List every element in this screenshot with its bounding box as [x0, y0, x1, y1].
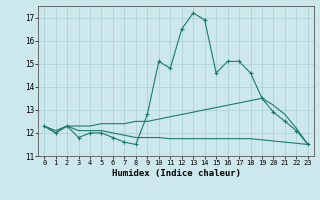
- X-axis label: Humidex (Indice chaleur): Humidex (Indice chaleur): [111, 169, 241, 178]
